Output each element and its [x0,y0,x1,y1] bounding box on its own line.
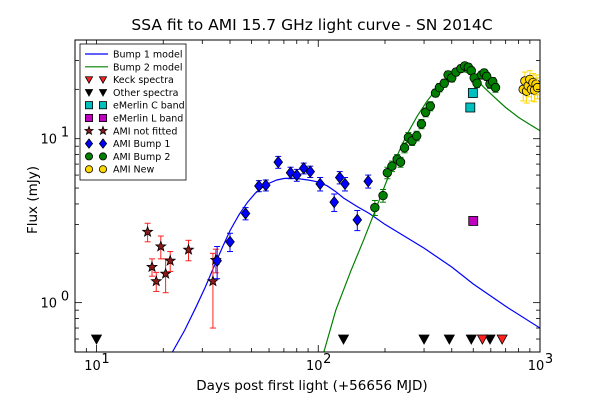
legend-label-ami-bump-1: AMI Bump 1 [113,139,170,150]
data-point-ami-bump-2 [378,190,388,201]
data-point-ami-not-fitted [150,274,163,287]
data-point-ami-bump-1 [254,179,264,193]
data-point-ami-bump-2 [439,78,449,88]
data-point-ami-bump-2 [370,202,380,213]
y-axis-label: Flux (mJy) [25,166,41,234]
x-tick-label: 10 [84,359,101,374]
legend-marker-emerlin-c-band [99,101,108,110]
data-point-ami-bump-1 [273,155,284,169]
y-tick-exponent: 1 [61,126,69,141]
legend-label-ami-new: AMI New [113,165,154,176]
data-point-other-spectra [337,334,350,345]
data-point-ami-bump-1 [260,179,271,192]
data-point-ami-bump-2 [395,157,406,167]
data-point-ami-not-fitted [146,260,159,273]
data-point-ami-bump-1 [240,207,251,220]
y-tick-label: 10 [40,297,57,312]
legend-label-ami-bump-2: AMI Bump 2 [113,152,170,163]
x-tick-exponent: 1 [101,352,109,367]
data-point-emerlin-l-band [468,216,479,226]
data-point-ami-bump-1 [305,165,316,178]
data-point-ami-bump-1 [225,235,235,249]
series-line-bump-1-model [171,177,540,352]
chart-title: SSA fit to AMI 15.7 GHz light curve - SN… [131,16,492,34]
data-point-emerlin-c-band [467,88,478,98]
legend-marker-ami-new [85,165,94,174]
data-point-ami-new [532,82,540,93]
data-point-ami-not-fitted [154,240,167,252]
legend-marker-emerlin-l-band [99,114,108,123]
legend-label-emerlin-c-band: eMerlin C band [113,101,185,112]
data-point-ami-bump-2 [382,168,393,178]
legend-label-other-spectra: Other spectra [113,88,179,99]
data-point-ami-bump-1 [334,171,345,184]
legend-marker-ami-bump-1 [98,138,108,149]
legend-marker-ami-bump-2 [99,152,108,161]
data-point-ami-not-fitted [164,254,177,266]
x-axis-label: Days post first light (+56656 MJD) [196,378,427,394]
data-point-ami-bump-1 [340,177,350,191]
legend-label-bump-2-model: Bump 2 model [113,62,183,73]
legend-marker-keck-spectra [84,76,94,85]
data-point-ami-not-fitted [206,274,219,287]
legend-label-keck-spectra: Keck spectra [113,75,174,86]
y-tick-label: 10 [40,133,57,148]
legend-marker-emerlin-c-band [85,101,94,110]
data-point-ami-not-fitted [141,225,154,238]
x-tick-label: 10 [306,359,323,374]
data-point-ami-bump-2 [490,82,501,93]
legend-marker-ami-not-fitted [97,125,109,136]
data-point-other-spectra [465,334,477,345]
data-point-ami-bump-1 [212,254,222,268]
data-point-keck-spectra [496,334,508,345]
data-point-ami-bump-2 [399,143,410,153]
legend-marker-other-spectra [98,89,108,97]
x-tick-label: 10 [528,359,545,374]
x-tick-exponent: 3 [545,352,553,367]
legend-marker-other-spectra [84,89,94,97]
data-point-other-spectra [443,334,455,345]
legend-label-ami-not-fitted: AMI not fitted [113,126,177,137]
legend-marker-ami-bump-1 [84,138,94,149]
data-point-other-spectra [484,334,496,345]
data-point-other-spectra [90,334,103,345]
legend-marker-emerlin-l-band [85,114,94,123]
x-tick-exponent: 2 [323,352,331,367]
legend-label-bump-1-model: Bump 1 model [113,50,183,61]
data-point-ami-bump-2 [472,78,482,88]
legend-label-emerlin-l-band: eMerlin L band [113,114,183,125]
legend-marker-keck-spectra [98,76,108,85]
data-point-ami-bump-1 [329,195,339,209]
series-line-bump-2-model [323,71,540,352]
legend-marker-ami-not-fitted [83,125,95,136]
y-tick-exponent: 0 [61,290,69,305]
data-point-ami-not-fitted [182,243,195,255]
legend-marker-ami-new [99,165,108,174]
data-point-ami-bump-2 [412,131,422,141]
data-point-ami-bump-1 [315,177,325,191]
data-point-ami-bump-1 [291,168,302,182]
data-point-ami-bump-2 [425,101,435,111]
legend-marker-ami-bump-2 [85,152,94,161]
data-point-ami-not-fitted [159,267,172,279]
data-point-emerlin-c-band [465,102,476,113]
plot-frame [74,39,541,353]
data-point-keck-spectra [476,334,489,345]
data-point-ami-bump-2 [416,119,427,129]
data-point-ami-bump-1 [363,175,374,188]
axes: 10 1 10 2 10 310 010 1 [40,39,553,374]
data-point-ami-bump-2 [387,161,397,171]
data-point-other-spectra [418,334,430,345]
plot-area [90,61,540,352]
data-point-ami-bump-1 [352,213,363,227]
